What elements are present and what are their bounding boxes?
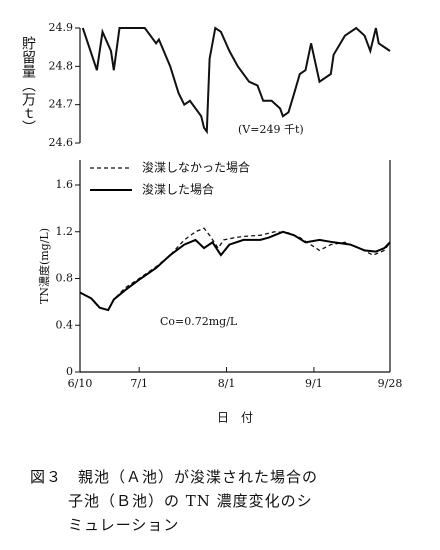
y-tick-label: 24.8 [49, 59, 74, 72]
y-tick-label: 24.6 [49, 136, 74, 149]
y-tick-label: 1.6 [56, 178, 74, 191]
bottom-y-label: TN濃度(mg/L) [37, 228, 51, 304]
y-tick-label: 0.4 [56, 318, 74, 331]
y-tick-label: 24.9 [49, 21, 74, 34]
data-line [79, 230, 391, 312]
y-tick-label: 1.2 [56, 225, 74, 238]
top-y-label: 貯留量（万ｔ） [20, 36, 36, 134]
x-tick-label: 9/28 [378, 377, 403, 390]
y-tick-label: 24.7 [49, 98, 74, 111]
y-tick-label: 0.8 [56, 272, 74, 285]
x-tick-label: 6/10 [68, 377, 93, 390]
caption: 子池（Ｂ池）の TN 濃度変化のシ [68, 492, 313, 510]
x-tick-label: 9/1 [305, 377, 323, 390]
legend-label: 浚渫した場合 [142, 182, 214, 197]
data-line [81, 26, 391, 135]
annotation: Co=0.72mg/L [160, 315, 238, 328]
y-tick-label: 0 [66, 365, 73, 378]
caption: ミュレーション [68, 516, 179, 534]
x-tick-label: 7/1 [130, 377, 148, 390]
legend-label: 浚渫しなかった場合 [142, 160, 250, 175]
data-line [79, 227, 391, 311]
x-label: 日 付 [217, 411, 253, 425]
x-tick-label: 8/1 [218, 377, 236, 390]
caption: 図３ 親池（Ａ池）が浚渫された場合の [30, 468, 318, 486]
annotation: (V=249 千t) [238, 123, 304, 136]
